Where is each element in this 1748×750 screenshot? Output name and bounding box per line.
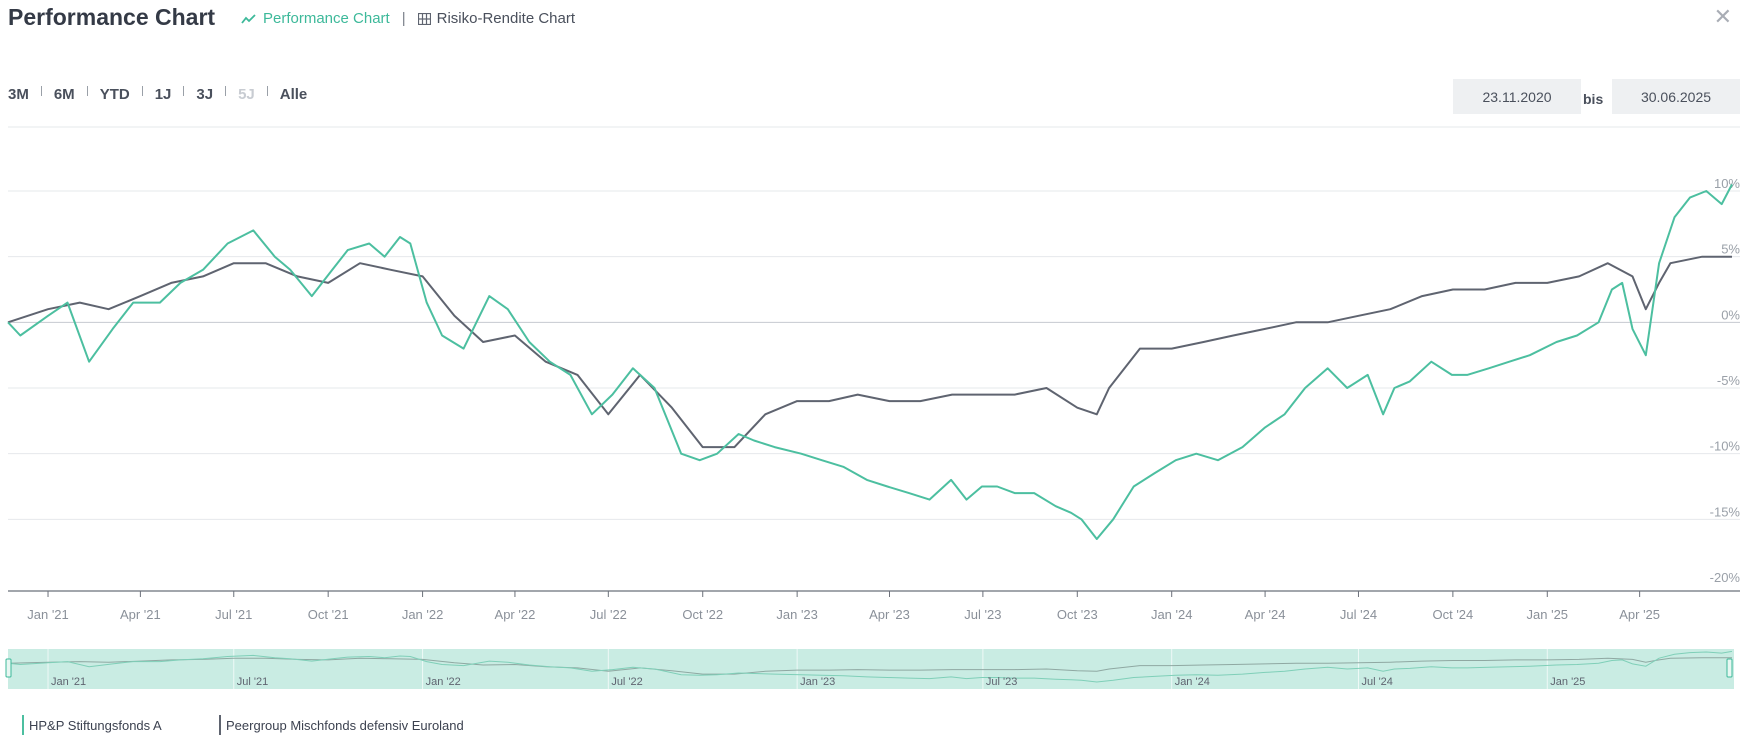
- line-chart-icon: [241, 13, 256, 24]
- x-tick-label: Oct '24: [1432, 607, 1473, 622]
- range-separator: [86, 85, 88, 96]
- close-icon[interactable]: ✕: [1713, 4, 1732, 29]
- series-line-peer[interactable]: [7, 255, 1732, 449]
- navigator-tick-label: Jul '21: [237, 676, 268, 688]
- range-separator: [141, 85, 143, 96]
- legend-swatch-fund: [22, 715, 24, 735]
- y-tick-label: 5%: [1721, 242, 1740, 257]
- range-button-1j[interactable]: 1J: [154, 86, 172, 103]
- range-separator: [183, 85, 185, 96]
- range-separator: [40, 85, 42, 96]
- x-axis-ticks: Jan '21 Apr '21 Jul '21 Oct '21 Jan '22 Apr '…: [27, 591, 1660, 622]
- page-title: Performance Chart: [8, 4, 216, 30]
- x-tick-label: Jul '21: [215, 607, 252, 622]
- y-tick-label: -15%: [1710, 504, 1741, 519]
- x-tick-label: Apr '21: [120, 607, 161, 622]
- tab-separator: |: [401, 10, 406, 27]
- navigator-tick-label: Jan '21: [51, 676, 86, 688]
- x-tick-label: Jul '23: [964, 607, 1001, 622]
- legend-label-peer: Peergroup Mischfonds defensiv Euroland: [226, 717, 464, 733]
- series-line-fund[interactable]: [7, 183, 1733, 540]
- navigator-tick-label: Jul '22: [611, 676, 642, 688]
- navigator-tick-label: Jan '25: [1550, 676, 1585, 688]
- date-from-input[interactable]: [1453, 79, 1581, 114]
- legend-item-peer[interactable]: Peergroup Mischfonds defensiv Euroland: [219, 715, 464, 735]
- navigator-right-handle[interactable]: [1726, 658, 1733, 678]
- navigator-series: [7, 650, 1733, 683]
- x-tick-label: Apr '25: [1619, 607, 1660, 622]
- legend-item-fund[interactable]: HP&P Stiftungsfonds A: [22, 715, 162, 735]
- navigator-line-peer: [7, 657, 1732, 675]
- tab-performance-chart[interactable]: Performance Chart: [241, 10, 390, 27]
- navigator-tick-label: Jan '22: [426, 676, 461, 688]
- x-tick-label: Jan '22: [402, 607, 444, 622]
- navigator-ticks: Jan '21 Jul '21 Jan '22 Jul '22 Jan '23 Jul '…: [51, 676, 1585, 688]
- x-tick-label: Jul '22: [590, 607, 627, 622]
- range-separator: [225, 85, 227, 96]
- x-tick-label: Jan '23: [776, 607, 818, 622]
- y-tick-label: -10%: [1710, 439, 1741, 454]
- navigator-tick-label: Jul '24: [1361, 676, 1392, 688]
- range-button-ytd[interactable]: YTD: [99, 86, 130, 103]
- legend-label-fund: HP&P Stiftungsfonds A: [29, 717, 162, 733]
- navigator-line-fund: [7, 650, 1733, 683]
- x-tick-label: Jan '21: [27, 607, 69, 622]
- grid-lines: [8, 190, 1740, 520]
- tab-risiko-rendite-chart[interactable]: Risiko-Rendite Chart: [417, 10, 576, 27]
- x-tick-label: Apr '23: [869, 607, 910, 622]
- x-tick-label: Oct '21: [308, 607, 349, 622]
- date-to-input[interactable]: [1612, 79, 1740, 114]
- x-tick-label: Oct '23: [1057, 607, 1098, 622]
- y-tick-label: -5%: [1717, 373, 1741, 388]
- navigator-tick-label: Jul '23: [986, 676, 1017, 688]
- series-lines: [7, 183, 1733, 540]
- range-button-alle[interactable]: Alle: [279, 86, 308, 103]
- tab-performance-chart-label: Performance Chart: [263, 10, 390, 27]
- navigator-tick-label: Jan '23: [800, 676, 835, 688]
- x-tick-label: Jan '24: [1151, 607, 1193, 622]
- grid-table-icon: [417, 12, 431, 25]
- navigator[interactable]: Jan '21 Jul '21 Jan '22 Jul '22 Jan '23 Jul '…: [5, 649, 1734, 689]
- x-tick-label: Oct '22: [682, 607, 723, 622]
- range-button-3m[interactable]: 3M: [8, 86, 29, 103]
- range-button-5j: 5J: [238, 86, 255, 103]
- y-tick-label: -20%: [1710, 570, 1741, 585]
- navigator-left-handle[interactable]: [5, 658, 12, 678]
- navigator-tick-label: Jan '24: [1175, 676, 1210, 688]
- y-axis-ticks: 10% 5% 0% -5% -10% -15% -20%: [1710, 176, 1741, 585]
- view-tabs: Performance Chart | Risiko-Rendite Chart: [241, 10, 575, 27]
- x-tick-label: Apr '24: [1245, 607, 1286, 622]
- range-separator: [266, 85, 268, 96]
- x-tick-label: Jan '25: [1527, 607, 1569, 622]
- y-tick-label: 10%: [1714, 176, 1740, 191]
- range-button-6m[interactable]: 6M: [53, 86, 75, 103]
- range-buttons: 3M 6M YTD 1J 3J 5J Alle: [8, 85, 308, 103]
- y-tick-label: 0%: [1721, 307, 1740, 322]
- range-button-3j[interactable]: 3J: [196, 86, 214, 103]
- legend-swatch-peer: [219, 715, 221, 735]
- date-separator-label: bis: [1583, 91, 1604, 107]
- x-tick-label: Apr '22: [495, 607, 536, 622]
- navigator-background: [8, 649, 1734, 689]
- navigator-grid: [47, 649, 1548, 689]
- x-tick-label: Jul '24: [1340, 607, 1377, 622]
- tab-risiko-rendite-label: Risiko-Rendite Chart: [436, 10, 576, 27]
